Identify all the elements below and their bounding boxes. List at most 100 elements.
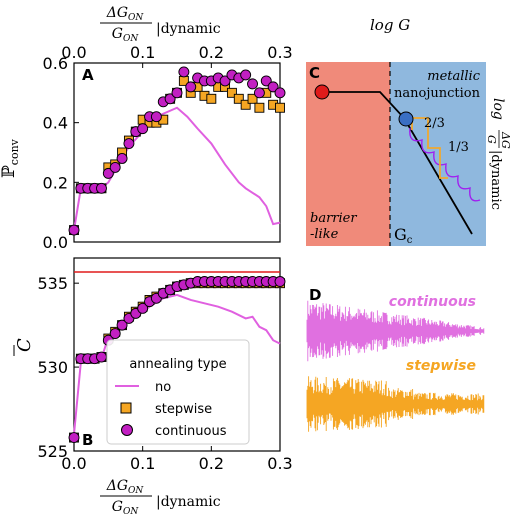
continuous-point bbox=[137, 302, 149, 314]
continuous-point bbox=[116, 319, 128, 331]
continuous-point bbox=[137, 123, 149, 135]
continuous-point bbox=[150, 111, 162, 123]
c-y-label: log ΔG G |dynamic bbox=[485, 98, 512, 210]
svg-text:GON: GON bbox=[112, 499, 140, 515]
panel-d: D continuous stepwise bbox=[306, 286, 485, 432]
panel-a-frame bbox=[73, 62, 281, 243]
legend-label-stepwise: stepwise bbox=[155, 402, 212, 417]
legend-marker-continuous bbox=[121, 424, 133, 436]
continuous-point bbox=[96, 182, 107, 194]
c-purple-scallops bbox=[409, 127, 481, 202]
c-frac-upper: 2/3 bbox=[424, 116, 445, 131]
panel-a-plot: A 0.0 0.2 0.4 0.6 bbox=[43, 54, 286, 252]
c-metallic-label: metallic bbox=[427, 69, 480, 84]
bottom-x-tick-label: 0.3 bbox=[267, 454, 292, 473]
c-barrier-label: barrier bbox=[310, 211, 357, 226]
top-x-tick-label: 0.1 bbox=[130, 43, 155, 62]
top-axis-label: ΔGON GON |dynamic bbox=[100, 5, 221, 44]
d-continuous-waveform bbox=[306, 300, 485, 362]
svg-text:|dynamic: |dynamic bbox=[488, 150, 503, 210]
d-stepwise-waveform bbox=[306, 376, 485, 432]
continuous-point bbox=[247, 78, 258, 90]
continuous-point bbox=[68, 432, 80, 444]
waveform-trace bbox=[306, 300, 485, 362]
b-y-tick-label: 535 bbox=[37, 274, 68, 293]
stepwise-point bbox=[233, 93, 244, 104]
c-like-label: -like bbox=[310, 227, 339, 242]
waveform-trace bbox=[306, 376, 485, 432]
continuous-point bbox=[178, 66, 190, 78]
c-nanojunction-label: nanojunction bbox=[394, 86, 481, 101]
svg-text:ΔGON: ΔGON bbox=[106, 5, 145, 23]
panel-c: log G C metallic nanojunction barrier -l… bbox=[306, 16, 512, 246]
stepwise-point bbox=[226, 87, 237, 98]
bottom-x-tick-label: 0.1 bbox=[130, 454, 155, 473]
c-x-label: log G bbox=[370, 16, 410, 34]
stepwise-point bbox=[240, 99, 251, 110]
panel-b-frame bbox=[73, 257, 281, 452]
top-x-tick-label: 0.0 bbox=[61, 43, 86, 62]
a-y-tick-label: 0.4 bbox=[43, 114, 68, 133]
top-x-ticks: 0.0 0.1 0.2 0.3 bbox=[61, 43, 293, 68]
c-curve bbox=[322, 91, 473, 235]
svg-text:log: log bbox=[490, 98, 506, 120]
panel-a-label: A bbox=[82, 66, 94, 84]
legend-marker-stepwise bbox=[120, 402, 132, 414]
continuous-point bbox=[185, 81, 197, 93]
continuous-point bbox=[240, 69, 252, 81]
continuous-point bbox=[274, 87, 286, 99]
legend: annealing type no stepwise continuous bbox=[106, 339, 250, 445]
d-stepwise-label: stepwise bbox=[406, 358, 476, 374]
continuous-point bbox=[96, 351, 107, 363]
svg-text:ℙconv: ℙconv bbox=[0, 138, 21, 178]
svg-text:ΔG: ΔG bbox=[499, 131, 512, 149]
continuous-point bbox=[123, 138, 135, 150]
a-y-tick-label: 0.2 bbox=[43, 173, 68, 192]
svg-text:C: C bbox=[14, 338, 35, 352]
d-continuous-label: continuous bbox=[389, 294, 476, 310]
continuous-point bbox=[274, 276, 286, 287]
svg-text:|dynamic: |dynamic bbox=[156, 21, 221, 37]
bottom-x-tick-label: 0.0 bbox=[61, 454, 86, 473]
a-y-ticks: 0.0 0.2 0.4 0.6 bbox=[43, 54, 79, 252]
c-blue-dot bbox=[398, 111, 414, 127]
svg-text:|dynamic: |dynamic bbox=[156, 494, 221, 510]
stepwise-point bbox=[247, 93, 258, 104]
continuous-point bbox=[171, 87, 183, 99]
continuous-point bbox=[116, 153, 128, 164]
bottom-axis-label: ΔGON GON |dynamic bbox=[100, 478, 221, 515]
legend-box bbox=[106, 339, 250, 445]
panel-c-label: C bbox=[309, 64, 320, 82]
top-x-tick-label: 0.2 bbox=[199, 43, 224, 62]
b-series-continuous bbox=[68, 276, 286, 444]
b-y-ticks: 525 530 535 bbox=[37, 274, 79, 461]
c-metallic-region bbox=[390, 62, 486, 246]
svg-text:GON: GON bbox=[112, 26, 140, 44]
legend-label-continuous: continuous bbox=[155, 424, 227, 439]
continuous-point bbox=[219, 75, 231, 87]
continuous-point bbox=[260, 75, 272, 87]
svg-text:G: G bbox=[485, 135, 498, 144]
a-series-stepwise bbox=[69, 75, 285, 236]
continuous-point bbox=[102, 167, 114, 179]
a-series-no bbox=[73, 106, 281, 231]
stepwise-point bbox=[275, 102, 285, 113]
series-line-no bbox=[73, 106, 281, 231]
c-frac-lower: 1/3 bbox=[448, 140, 469, 155]
legend-title: annealing type bbox=[129, 357, 226, 372]
b-y-label: C bbox=[13, 338, 35, 356]
stepwise-point bbox=[206, 93, 217, 104]
b-y-tick-label: 530 bbox=[37, 358, 68, 377]
bottom-x-ticks: 0.0 0.1 0.2 0.3 bbox=[61, 446, 293, 473]
continuous-point bbox=[164, 93, 176, 105]
legend-label-no: no bbox=[155, 380, 171, 395]
top-x-tick-label: 0.3 bbox=[267, 43, 292, 62]
continuous-point bbox=[253, 87, 265, 99]
a-y-tick-label: 0.0 bbox=[43, 233, 68, 252]
c-red-dot bbox=[314, 84, 330, 100]
a-series-continuous bbox=[68, 66, 286, 236]
b-y-tick-label: 525 bbox=[37, 442, 68, 461]
continuous-point bbox=[267, 81, 279, 93]
a-y-tick-label: 0.6 bbox=[43, 54, 68, 73]
